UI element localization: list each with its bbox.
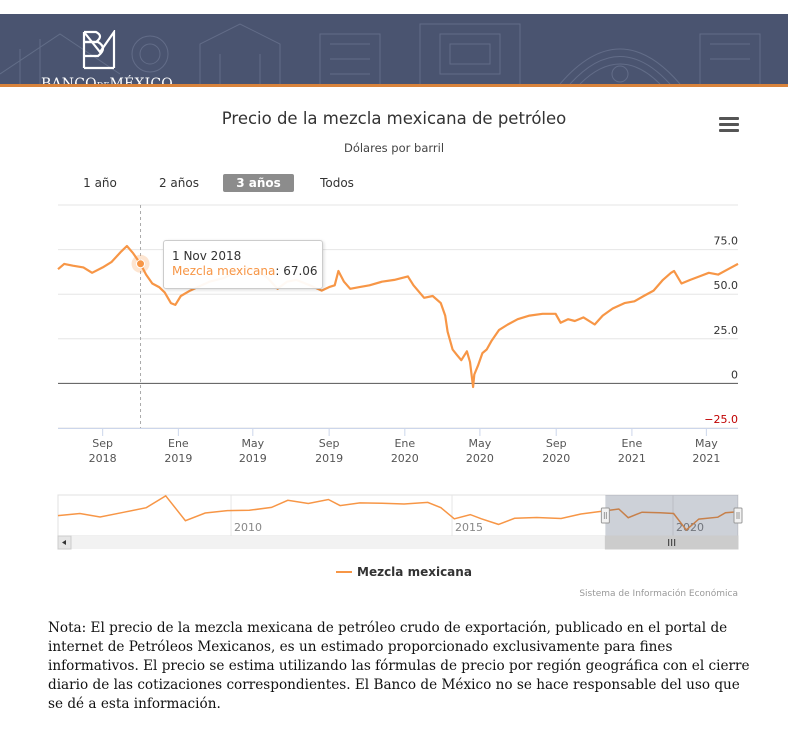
x-tick-year: 2020 xyxy=(466,452,494,465)
y-tick-label: 25.0 xyxy=(714,324,739,337)
range-button-3-years[interactable]: 3 años xyxy=(223,174,294,192)
x-tick-month: May xyxy=(695,437,718,450)
navigator-year-label: 2015 xyxy=(455,521,483,534)
navigator-handle-right[interactable] xyxy=(733,507,743,524)
x-tick-month: Ene xyxy=(394,437,415,450)
series-line-mezcla-mexicana xyxy=(57,244,739,389)
chart-tooltip: 1 Nov 2018 Mezcla mexicana: 67.06 xyxy=(163,240,323,289)
x-tick-month: Ene xyxy=(622,437,643,450)
legend-item-mezcla-mexicana[interactable]: Mezcla mexicana xyxy=(336,565,472,579)
range-button-all[interactable]: Todos xyxy=(320,176,354,190)
range-button-1-year[interactable]: 1 año xyxy=(83,176,117,190)
legend-swatch xyxy=(336,570,352,573)
tooltip-series-name: Mezcla mexicana xyxy=(172,264,276,278)
banner-accent-rule xyxy=(0,84,788,87)
x-tick-year: 2020 xyxy=(391,452,419,465)
navigator-selection-mask xyxy=(605,495,738,536)
navigator-handle-left[interactable] xyxy=(600,507,610,524)
x-tick-year: 2019 xyxy=(239,452,267,465)
x-tick-year: 2018 xyxy=(89,452,117,465)
price-chart[interactable]: 75.0 50.0 25.0 0 −25.0 Sep 2018 Ene 2019 May 2019 S… xyxy=(0,0,788,560)
x-tick-year: 2019 xyxy=(164,452,192,465)
y-tick-label: −25.0 xyxy=(704,413,738,426)
tooltip-value: 67.06 xyxy=(283,264,318,278)
x-tick-month: Sep xyxy=(546,437,567,450)
x-tick-month: Sep xyxy=(92,437,113,450)
header-banner: BANCODEMÉXICO xyxy=(0,14,788,84)
x-tick-year: 2020 xyxy=(542,452,570,465)
x-tick-month: Ene xyxy=(168,437,189,450)
tooltip-date: 1 Nov 2018 xyxy=(172,249,242,263)
x-tick-year: 2021 xyxy=(692,452,720,465)
chart-title: Precio de la mezcla mexicana de petróleo xyxy=(221,109,567,128)
hover-marker xyxy=(136,259,146,269)
range-button-2-years[interactable]: 2 años xyxy=(158,176,199,190)
y-tick-label: 75.0 xyxy=(714,235,739,248)
disclaimer-note: Nota: El precio de la mezcla mexicana de… xyxy=(48,620,750,712)
chart-credits[interactable]: Sistema de Información Económica xyxy=(579,589,738,599)
y-tick-label: 0 xyxy=(731,368,738,381)
y-tick-label: 50.0 xyxy=(714,279,739,292)
x-tick-month: Sep xyxy=(319,437,340,450)
scrollbar-track xyxy=(58,536,738,549)
navigator-year-label: 2010 xyxy=(234,521,262,534)
x-tick-year: 2021 xyxy=(618,452,646,465)
legend-label: Mezcla mexicana xyxy=(357,565,472,579)
x-tick-year: 2019 xyxy=(315,452,343,465)
chart-subtitle: Dólares por barril xyxy=(343,141,445,155)
banxico-logo-icon xyxy=(82,30,116,70)
hamburger-menu-icon[interactable] xyxy=(716,114,740,136)
navigator-selected-range xyxy=(605,495,738,536)
x-tick-month: May xyxy=(241,437,264,450)
navigator-series-line xyxy=(57,494,739,531)
x-tick-month: May xyxy=(469,437,492,450)
banner-decoration xyxy=(0,23,761,84)
logo-text: BANCODEMÉXICO xyxy=(41,76,173,84)
scroll-left-arrow-icon xyxy=(62,540,66,545)
